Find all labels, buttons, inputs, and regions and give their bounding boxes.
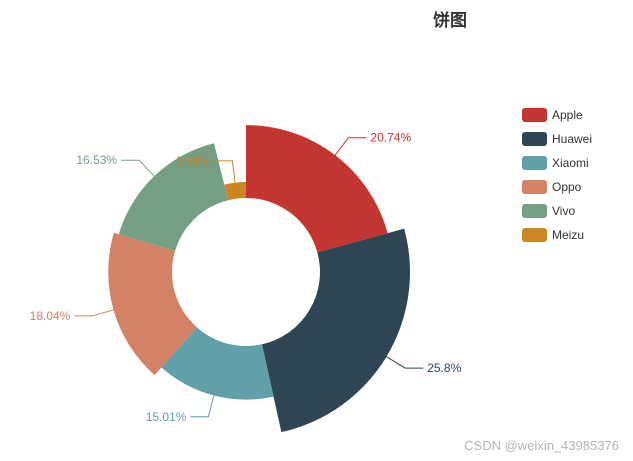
legend-label: Vivo: [552, 204, 576, 218]
slice-huawei[interactable]: [261, 228, 410, 433]
legend-item-huawei[interactable]: Huawei: [522, 130, 592, 148]
data-label-huawei: 25.8%: [427, 361, 461, 375]
legend-item-apple[interactable]: Apple: [522, 106, 592, 124]
leader-line-apple: [333, 137, 367, 158]
chart-title: 饼图: [433, 11, 467, 31]
data-label-meizu: 3.88%: [176, 154, 210, 168]
legend: Apple Huawei Xiaomi Oppo Vivo Meizu: [522, 106, 592, 244]
leader-line-oppo: [74, 308, 116, 317]
legend-swatch: [522, 156, 547, 170]
legend-swatch: [522, 228, 547, 242]
slice-vivo[interactable]: [118, 143, 229, 251]
data-label-vivo: 16.53%: [76, 153, 117, 167]
leader-line-vivo: [121, 159, 157, 178]
leader-line-xiaomi: [190, 393, 215, 418]
data-label-xiaomi: 15.01%: [146, 410, 187, 424]
leader-line-group: [74, 137, 424, 418]
label-group: 20.74% 25.8% 15.01% 18.04% 16.53% 3.88%: [30, 131, 462, 424]
slice-apple[interactable]: [246, 125, 388, 253]
slice-oppo[interactable]: [108, 232, 197, 376]
data-label-oppo: 18.04%: [30, 309, 71, 323]
legend-item-xiaomi[interactable]: Xiaomi: [522, 154, 592, 172]
legend-swatch: [522, 180, 547, 194]
legend-label: Huawei: [552, 132, 593, 146]
slice-group: [108, 125, 410, 433]
legend-swatch: [522, 132, 547, 146]
legend-label: Oppo: [552, 180, 582, 194]
legend-label: Apple: [552, 108, 583, 122]
legend-label: Xiaomi: [552, 156, 589, 170]
slice-meizu[interactable]: [224, 182, 246, 201]
watermark: CSDN @weixin_43985376: [464, 438, 619, 453]
legend-swatch: [522, 108, 547, 122]
leader-line-meizu: [214, 160, 236, 185]
slice-xiaomi[interactable]: [161, 327, 274, 400]
data-label-apple: 20.74%: [370, 131, 411, 145]
legend-item-vivo[interactable]: Vivo: [522, 202, 592, 220]
leader-line-huawei: [384, 355, 424, 369]
legend-swatch: [522, 204, 547, 218]
legend-item-oppo[interactable]: Oppo: [522, 178, 592, 196]
legend-label: Meizu: [552, 228, 585, 242]
legend-item-meizu[interactable]: Meizu: [522, 226, 592, 244]
